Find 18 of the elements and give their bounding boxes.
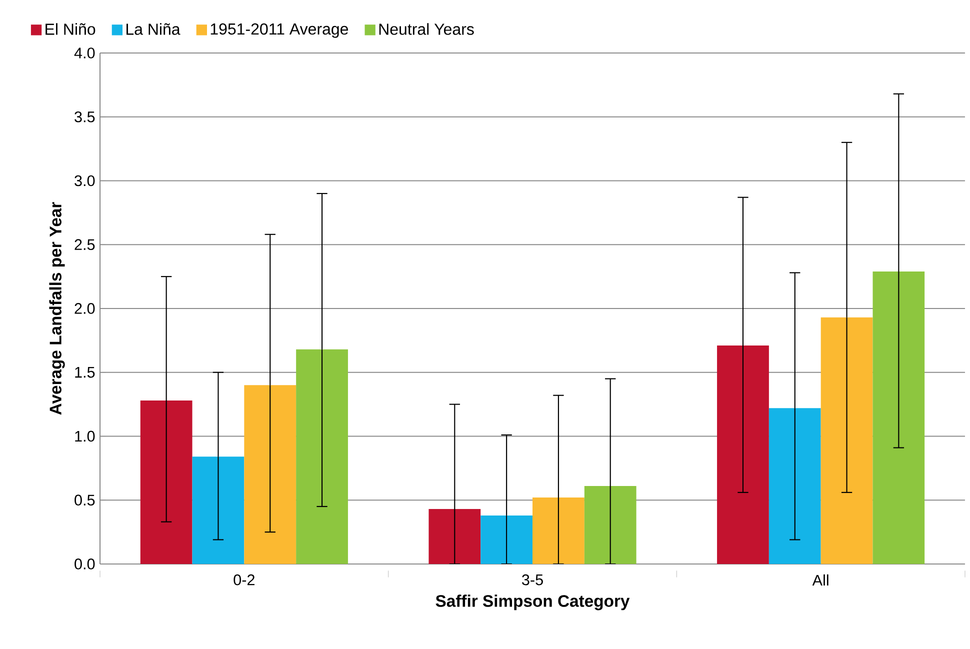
y-tick-label: 2.0 <box>74 303 95 314</box>
y-tick-label: 2.5 <box>74 239 95 250</box>
legend-label: 1951-2011 Average <box>210 23 348 38</box>
y-tick-label: 0.0 <box>74 558 95 570</box>
y-tick-label: 0.5 <box>74 494 95 506</box>
y-axis-title: Average Landfalls per Year <box>49 202 65 415</box>
y-tick-label: 1.5 <box>75 367 95 378</box>
y-tick-label: 4.0 <box>74 48 95 58</box>
x-tick-label: 3-5 <box>522 574 543 586</box>
legend-label: Neutral Years <box>379 23 474 35</box>
legend-label: La Niña <box>126 23 180 35</box>
x-tick-label: 0-2 <box>234 574 254 586</box>
y-tick-label: 3.0 <box>74 175 95 186</box>
x-axis-title: Saffir Simpson Category <box>436 594 630 610</box>
legend-label: El Niño <box>46 23 96 35</box>
y-tick-label: 3.5 <box>74 111 95 122</box>
y-tick-label: 1.0 <box>75 430 95 442</box>
x-tick-label: All <box>812 574 828 586</box>
